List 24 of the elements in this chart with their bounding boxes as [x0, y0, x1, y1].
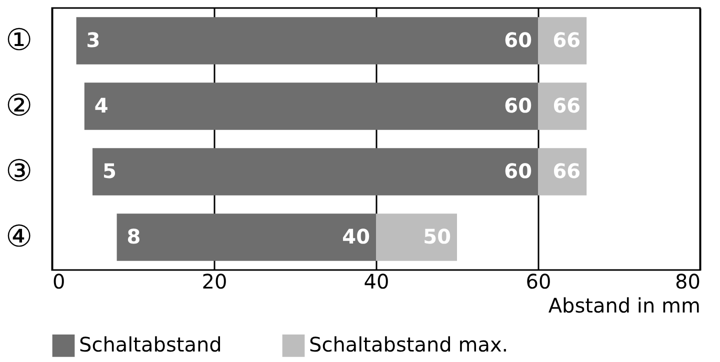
y-tick-label: ③	[6, 154, 32, 189]
annotation: 3	[86, 28, 100, 52]
annotation: 8	[126, 224, 141, 248]
annotation: 60	[504, 158, 532, 183]
x-tick-label: 60	[526, 270, 552, 294]
legend-label: Schaltabstand	[79, 332, 222, 357]
x-tick-label: 0	[52, 270, 66, 294]
annotation: 66	[552, 28, 581, 52]
annotation: 66	[552, 93, 581, 118]
x-axis-title: Abstand in mm	[548, 294, 700, 318]
annotation: 66	[552, 158, 581, 183]
annotation: 50	[423, 224, 451, 248]
legend-label: Schaltabstand max.	[309, 332, 508, 357]
x-tick-label: 40	[364, 270, 390, 294]
y-tick-label: ②	[6, 88, 32, 124]
annotation: 60	[504, 28, 532, 52]
x-tick-label: 20	[202, 270, 228, 294]
annotation: 5	[102, 158, 116, 183]
annotation: 60	[504, 93, 532, 118]
annotation: 40	[342, 224, 370, 248]
y-tick-label: ①	[6, 22, 32, 58]
annotation: 4	[94, 93, 108, 118]
x-tick-label: 80	[675, 270, 700, 294]
y-tick-label: ④	[6, 219, 32, 254]
